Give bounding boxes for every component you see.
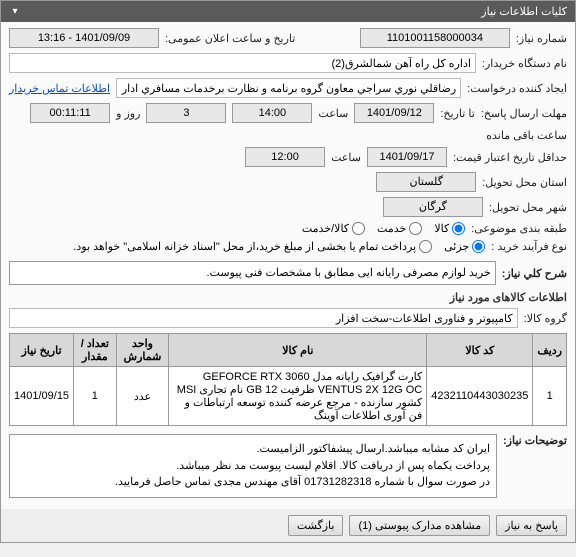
col-idx: ردیف xyxy=(533,334,567,367)
time-label-1: ساعت xyxy=(318,107,348,120)
radio-service[interactable]: خدمت xyxy=(377,222,422,235)
cell-date: 1401/09/15 xyxy=(10,367,74,426)
cell-unit: عدد xyxy=(116,367,169,426)
notes-line-1: ایران کد مشابه میباشد.ارسال پیشفاکتور ال… xyxy=(16,441,490,458)
collapse-icon[interactable]: ▾ xyxy=(9,6,21,18)
classif-radio-group: کالا خدمت کالا/خدمت xyxy=(302,222,465,235)
radio-goods-label: کالا xyxy=(434,222,449,235)
radio-goods-input[interactable] xyxy=(452,222,465,235)
col-code: کد کالا xyxy=(427,334,533,367)
items-table: ردیف کد کالا نام کالا واحد شمارش تعداد /… xyxy=(9,333,567,426)
radio-buy1[interactable]: جزئی xyxy=(444,240,485,253)
contact-link[interactable]: اطلاعات تماس خریدار xyxy=(9,82,110,95)
buyer-org-label: نام دستگاه خریدار: xyxy=(482,57,567,70)
city-label: شهر محل تحویل: xyxy=(489,201,567,214)
notes-label: توضیحات نیاز: xyxy=(503,434,567,447)
cell-code: 4232110443030235 xyxy=(427,367,533,426)
day-and-label: روز و xyxy=(116,107,140,120)
radio-buy1-label: جزئی xyxy=(444,240,469,253)
radio-both-input[interactable] xyxy=(352,222,365,235)
group-field xyxy=(9,308,518,328)
cell-qty: 1 xyxy=(74,367,117,426)
radio-buy2[interactable]: پرداخت تمام یا بخشی از مبلغ خرید،از محل … xyxy=(73,240,432,253)
credit-label: حداقل تاریخ اعتبار قیمت: xyxy=(453,151,567,164)
classif-label: طبقه بندی موضوعی: xyxy=(471,222,567,235)
city-value: گرگان xyxy=(383,197,483,217)
cell-name: کارت گرافیک رایانه مدل GEFORCE RTX 3060 … xyxy=(169,367,427,426)
announce-dt-label: تاریخ و ساعت اعلان عمومی: xyxy=(165,32,295,45)
radio-both-label: کالا/خدمت xyxy=(302,222,349,235)
radio-buy2-label: پرداخت تمام یا بخشی از مبلغ خرید،از محل … xyxy=(73,240,416,253)
col-qty: تعداد / مقدار xyxy=(74,334,117,367)
table-row: 1 4232110443030235 کارت گرافیک رایانه مد… xyxy=(10,367,567,426)
col-unit: واحد شمارش xyxy=(116,334,169,367)
buy-type-radio-group: جزئی پرداخت تمام یا بخشی از مبلغ خرید،از… xyxy=(73,240,485,253)
table-header-row: ردیف کد کالا نام کالا واحد شمارش تعداد /… xyxy=(10,334,567,367)
time-label-2: ساعت xyxy=(331,151,361,164)
need-no-label: شماره نیاز: xyxy=(516,32,567,45)
radio-both[interactable]: کالا/خدمت xyxy=(302,222,365,235)
province-label: استان محل تحویل: xyxy=(482,176,567,189)
footer-buttons: پاسخ به نیاز مشاهده مدارک پیوستی (1) باز… xyxy=(1,509,575,542)
back-button[interactable]: بازگشت xyxy=(288,515,344,536)
credit-time: 12:00 xyxy=(245,147,325,167)
radio-service-input[interactable] xyxy=(409,222,422,235)
requester-label: ایجاد کننده درخواست: xyxy=(467,82,567,95)
need-desc-box: خرید لوازم مصرفی رایانه ایی مطابق با مشخ… xyxy=(9,261,496,285)
panel-title: کلیات اطلاعات نیاز xyxy=(481,5,567,18)
need-desc-label: شرح کلي نیاز: xyxy=(502,267,567,280)
province-value: گلستان xyxy=(376,172,476,192)
requester-field xyxy=(116,78,461,98)
need-no-value: 1101001158000034 xyxy=(360,28,510,48)
panel-body: شماره نیاز: 1101001158000034 تاریخ و ساع… xyxy=(1,22,575,509)
group-label: گروه کالا: xyxy=(524,312,567,325)
notes-line-3: در صورت سوال با شماره 01731282318 آقای م… xyxy=(16,474,490,491)
col-date: تاریخ نیاز xyxy=(10,334,74,367)
buy-type-label: نوع فرآیند خرید : xyxy=(491,240,567,253)
buyer-org-field xyxy=(9,53,476,73)
deadline-date: 1401/09/12 xyxy=(354,103,434,123)
cell-idx: 1 xyxy=(533,367,567,426)
notes-box: ایران کد مشابه میباشد.ارسال پیشفاکتور ال… xyxy=(9,434,497,498)
credit-date: 1401/09/17 xyxy=(367,147,447,167)
attachments-button[interactable]: مشاهده مدارک پیوستی (1) xyxy=(349,515,490,536)
deadline-remain: 00:11:11 xyxy=(30,103,110,123)
notes-line-2: پرداخت یکماه پس از دریافت کالا. اقلام لی… xyxy=(16,458,490,475)
radio-goods[interactable]: کالا xyxy=(434,222,465,235)
deadline-days: 3 xyxy=(146,103,226,123)
need-info-panel: کلیات اطلاعات نیاز ▾ شماره نیاز: 1101001… xyxy=(0,0,576,543)
remaining-label: ساعت باقی مانده xyxy=(486,129,567,142)
ta-label: تا تاریخ: xyxy=(440,107,474,120)
reply-button[interactable]: پاسخ به نیاز xyxy=(496,515,567,536)
items-section-title: اطلاعات کالاهای مورد نیاز xyxy=(9,291,567,304)
col-name: نام کالا xyxy=(169,334,427,367)
deadline-label: مهلت ارسال پاسخ: xyxy=(481,107,567,120)
radio-buy1-input[interactable] xyxy=(472,240,485,253)
deadline-time: 14:00 xyxy=(232,103,312,123)
announce-dt-value: 1401/09/09 - 13:16 xyxy=(9,28,159,48)
radio-buy2-input[interactable] xyxy=(419,240,432,253)
radio-service-label: خدمت xyxy=(377,222,406,235)
panel-header: کلیات اطلاعات نیاز ▾ xyxy=(1,1,575,22)
